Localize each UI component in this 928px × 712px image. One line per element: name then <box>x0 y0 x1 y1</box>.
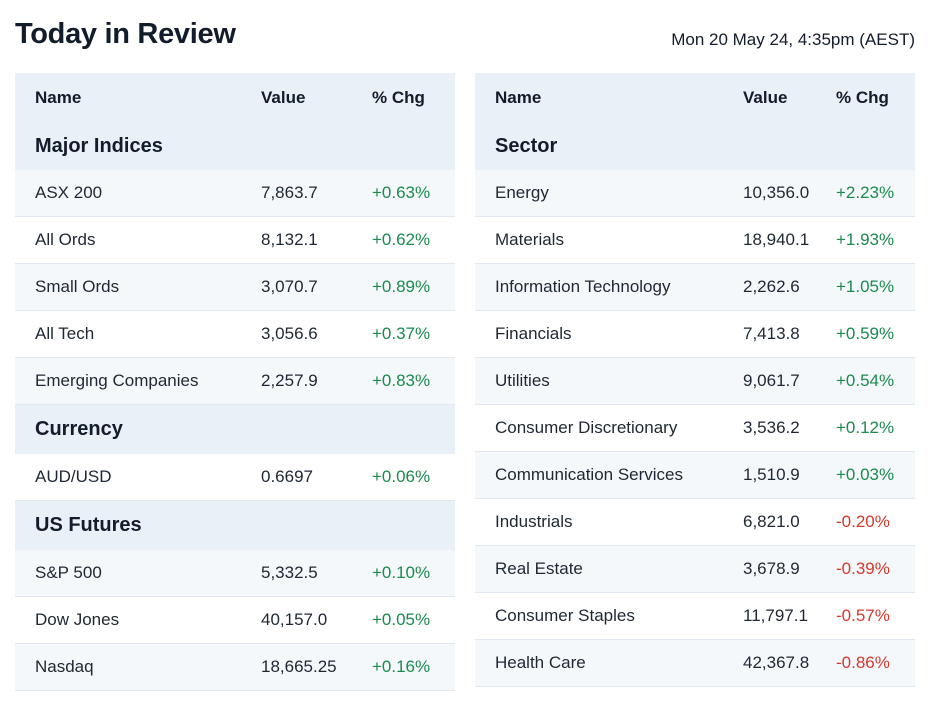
table-row[interactable]: Materials 18,940.1 +1.93% <box>475 217 915 264</box>
column-value-header: Value <box>261 87 306 107</box>
column-name-header: Name <box>495 87 542 107</box>
row-chg: +1.93% <box>836 230 895 249</box>
row-value: 3,056.6 <box>261 324 318 343</box>
row-name: Communication Services <box>495 465 684 484</box>
row-value: 2,262.6 <box>743 277 800 296</box>
right-table: Name Value % Chg Sector Energy 10,356.0 … <box>475 73 915 687</box>
row-name: Emerging Companies <box>35 371 199 390</box>
row-chg: +0.06% <box>372 467 431 486</box>
table-row[interactable]: Nasdaq 18,665.25 +0.16% <box>15 644 455 691</box>
row-chg: +0.05% <box>372 610 431 629</box>
column-header-row: Name Value % Chg <box>475 73 915 122</box>
row-value: 2,257.9 <box>261 371 318 390</box>
row-chg: +0.83% <box>372 371 431 390</box>
page-title: Today in Review <box>15 18 236 50</box>
table-row[interactable]: Dow Jones 40,157.0 +0.05% <box>15 597 455 644</box>
row-chg: +0.10% <box>372 563 431 582</box>
table-row[interactable]: Communication Services 1,510.9 +0.03% <box>475 452 915 499</box>
left-table: Name Value % Chg Major Indices ASX 200 7… <box>15 73 455 691</box>
column-chg-header: % Chg <box>372 87 425 107</box>
row-value: 3,070.7 <box>261 277 318 296</box>
row-value: 7,413.8 <box>743 324 800 343</box>
row-name: Energy <box>495 183 549 202</box>
row-value: 18,665.25 <box>261 657 337 676</box>
row-name: Nasdaq <box>35 657 94 676</box>
row-chg: +0.37% <box>372 324 431 343</box>
column-chg-header: % Chg <box>836 87 889 107</box>
row-name: Consumer Staples <box>495 606 635 625</box>
row-name: Materials <box>495 230 564 249</box>
row-value: 8,132.1 <box>261 230 318 249</box>
table-row[interactable]: S&P 500 5,332.5 +0.10% <box>15 550 455 597</box>
table-row[interactable]: AUD/USD 0.6697 +0.06% <box>15 454 455 501</box>
row-chg: +0.63% <box>372 183 431 202</box>
table-row[interactable]: All Tech 3,056.6 +0.37% <box>15 311 455 358</box>
table-row[interactable]: Energy 10,356.0 +2.23% <box>475 170 915 217</box>
row-chg: -0.20% <box>836 512 890 531</box>
row-value: 7,863.7 <box>261 183 318 202</box>
row-chg: +0.03% <box>836 465 895 484</box>
column-header-row: Name Value % Chg <box>15 73 455 122</box>
section-major-indices: Major Indices <box>15 122 455 170</box>
row-chg: -0.86% <box>836 653 890 672</box>
row-value: 9,061.7 <box>743 371 800 390</box>
table-row[interactable]: ASX 200 7,863.7 +0.63% <box>15 170 455 217</box>
row-name: Information Technology <box>495 277 671 296</box>
row-value: 0.6697 <box>261 467 313 486</box>
table-row[interactable]: All Ords 8,132.1 +0.62% <box>15 217 455 264</box>
table-row[interactable]: Consumer Discretionary 3,536.2 +0.12% <box>475 405 915 452</box>
row-value: 3,536.2 <box>743 418 800 437</box>
row-name: S&P 500 <box>35 563 102 582</box>
table-row[interactable]: Real Estate 3,678.9 -0.39% <box>475 546 915 593</box>
row-name: All Ords <box>35 230 96 249</box>
table-row[interactable]: Financials 7,413.8 +0.59% <box>475 311 915 358</box>
row-name: Dow Jones <box>35 610 120 629</box>
row-value: 10,356.0 <box>743 183 810 202</box>
row-name: Industrials <box>495 512 573 531</box>
row-value: 5,332.5 <box>261 563 318 582</box>
timestamp: Mon 20 May 24, 4:35pm (AEST) <box>671 30 915 49</box>
row-chg: +1.05% <box>836 277 895 296</box>
row-value: 42,367.8 <box>743 653 810 672</box>
row-value: 6,821.0 <box>743 512 800 531</box>
table-row[interactable]: Industrials 6,821.0 -0.20% <box>475 499 915 546</box>
row-name: Financials <box>495 324 572 343</box>
table-row[interactable]: Health Care 42,367.8 -0.86% <box>475 640 915 687</box>
row-chg: +0.12% <box>836 418 895 437</box>
row-name: ASX 200 <box>35 183 103 202</box>
column-name-header: Name <box>35 87 82 107</box>
row-chg: -0.57% <box>836 606 890 625</box>
row-chg: -0.39% <box>836 559 890 578</box>
row-name: All Tech <box>35 324 95 343</box>
row-chg: +0.54% <box>836 371 895 390</box>
column-value-header: Value <box>743 87 788 107</box>
table-row[interactable]: Information Technology 2,262.6 +1.05% <box>475 264 915 311</box>
row-chg: +0.16% <box>372 657 431 676</box>
row-chg: +0.62% <box>372 230 431 249</box>
table-row[interactable]: Utilities 9,061.7 +0.54% <box>475 358 915 405</box>
row-value: 3,678.9 <box>743 559 800 578</box>
row-name: Real Estate <box>495 559 583 578</box>
row-name: Small Ords <box>35 277 120 296</box>
row-name: Consumer Discretionary <box>495 418 678 437</box>
row-value: 1,510.9 <box>743 465 800 484</box>
row-chg: +0.89% <box>372 277 431 296</box>
row-name: Utilities <box>495 371 550 390</box>
table-row[interactable]: Consumer Staples 11,797.1 -0.57% <box>475 593 915 640</box>
row-value: 18,940.1 <box>743 230 810 249</box>
row-name: Health Care <box>495 653 586 672</box>
table-row[interactable]: Small Ords 3,070.7 +0.89% <box>15 264 455 311</box>
section-us-futures: US Futures <box>15 501 455 550</box>
row-chg: +2.23% <box>836 183 895 202</box>
section-sector: Sector <box>475 122 915 170</box>
table-row[interactable]: Emerging Companies 2,257.9 +0.83% <box>15 358 455 405</box>
row-chg: +0.59% <box>836 324 895 343</box>
row-value: 11,797.1 <box>743 606 808 625</box>
row-name: AUD/USD <box>35 467 112 486</box>
section-currency: Currency <box>15 405 455 454</box>
row-value: 40,157.0 <box>261 610 328 629</box>
